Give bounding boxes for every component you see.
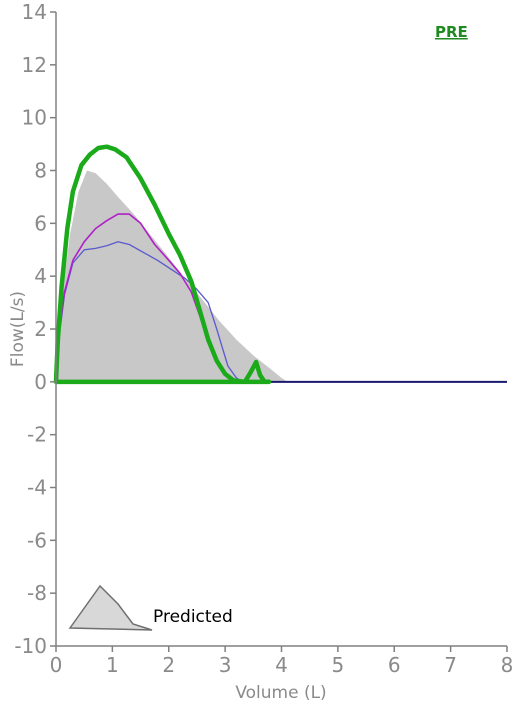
x-tick-label: 6 — [388, 653, 401, 677]
x-tick-label: 2 — [162, 653, 175, 677]
series-line-blue — [55, 241, 243, 383]
y-tick-label: 14 — [22, 0, 47, 24]
y-tick-label: -2 — [27, 423, 47, 447]
legend: Predicted — [68, 584, 233, 631]
y-tick-label: -4 — [27, 476, 47, 500]
y-tick-label: -8 — [27, 581, 47, 605]
y-tick-label: -6 — [27, 528, 47, 552]
series-line-green — [53, 144, 272, 385]
y-axis-title: Flow(L/s) — [8, 291, 28, 367]
x-tick-label: 3 — [219, 653, 232, 677]
y-tick-label: 10 — [22, 106, 47, 130]
y-tick-label: 12 — [22, 53, 47, 77]
y-tick-label: 4 — [34, 264, 47, 288]
predicted-area — [56, 170, 288, 382]
x-axis-title: Volume (L) — [235, 683, 326, 703]
y-tick-label: 0 — [34, 370, 47, 394]
y-tick-label: 2 — [34, 317, 47, 341]
y-tick-label: -10 — [14, 634, 47, 658]
legend-predicted-label: Predicted — [153, 607, 233, 627]
x-tick-label: 7 — [444, 653, 457, 677]
x-tick-label: 4 — [275, 653, 288, 677]
x-tick-label: 5 — [332, 653, 345, 677]
x-tick-label: 0 — [50, 653, 63, 677]
y-tick-label: 8 — [34, 159, 47, 183]
legend-predicted-swatch — [68, 584, 153, 631]
y-tick-label: 6 — [34, 211, 47, 235]
x-tick-label: 8 — [501, 653, 513, 677]
badge-pre: PRE — [435, 23, 468, 41]
x-tick-label: 1 — [106, 653, 119, 677]
